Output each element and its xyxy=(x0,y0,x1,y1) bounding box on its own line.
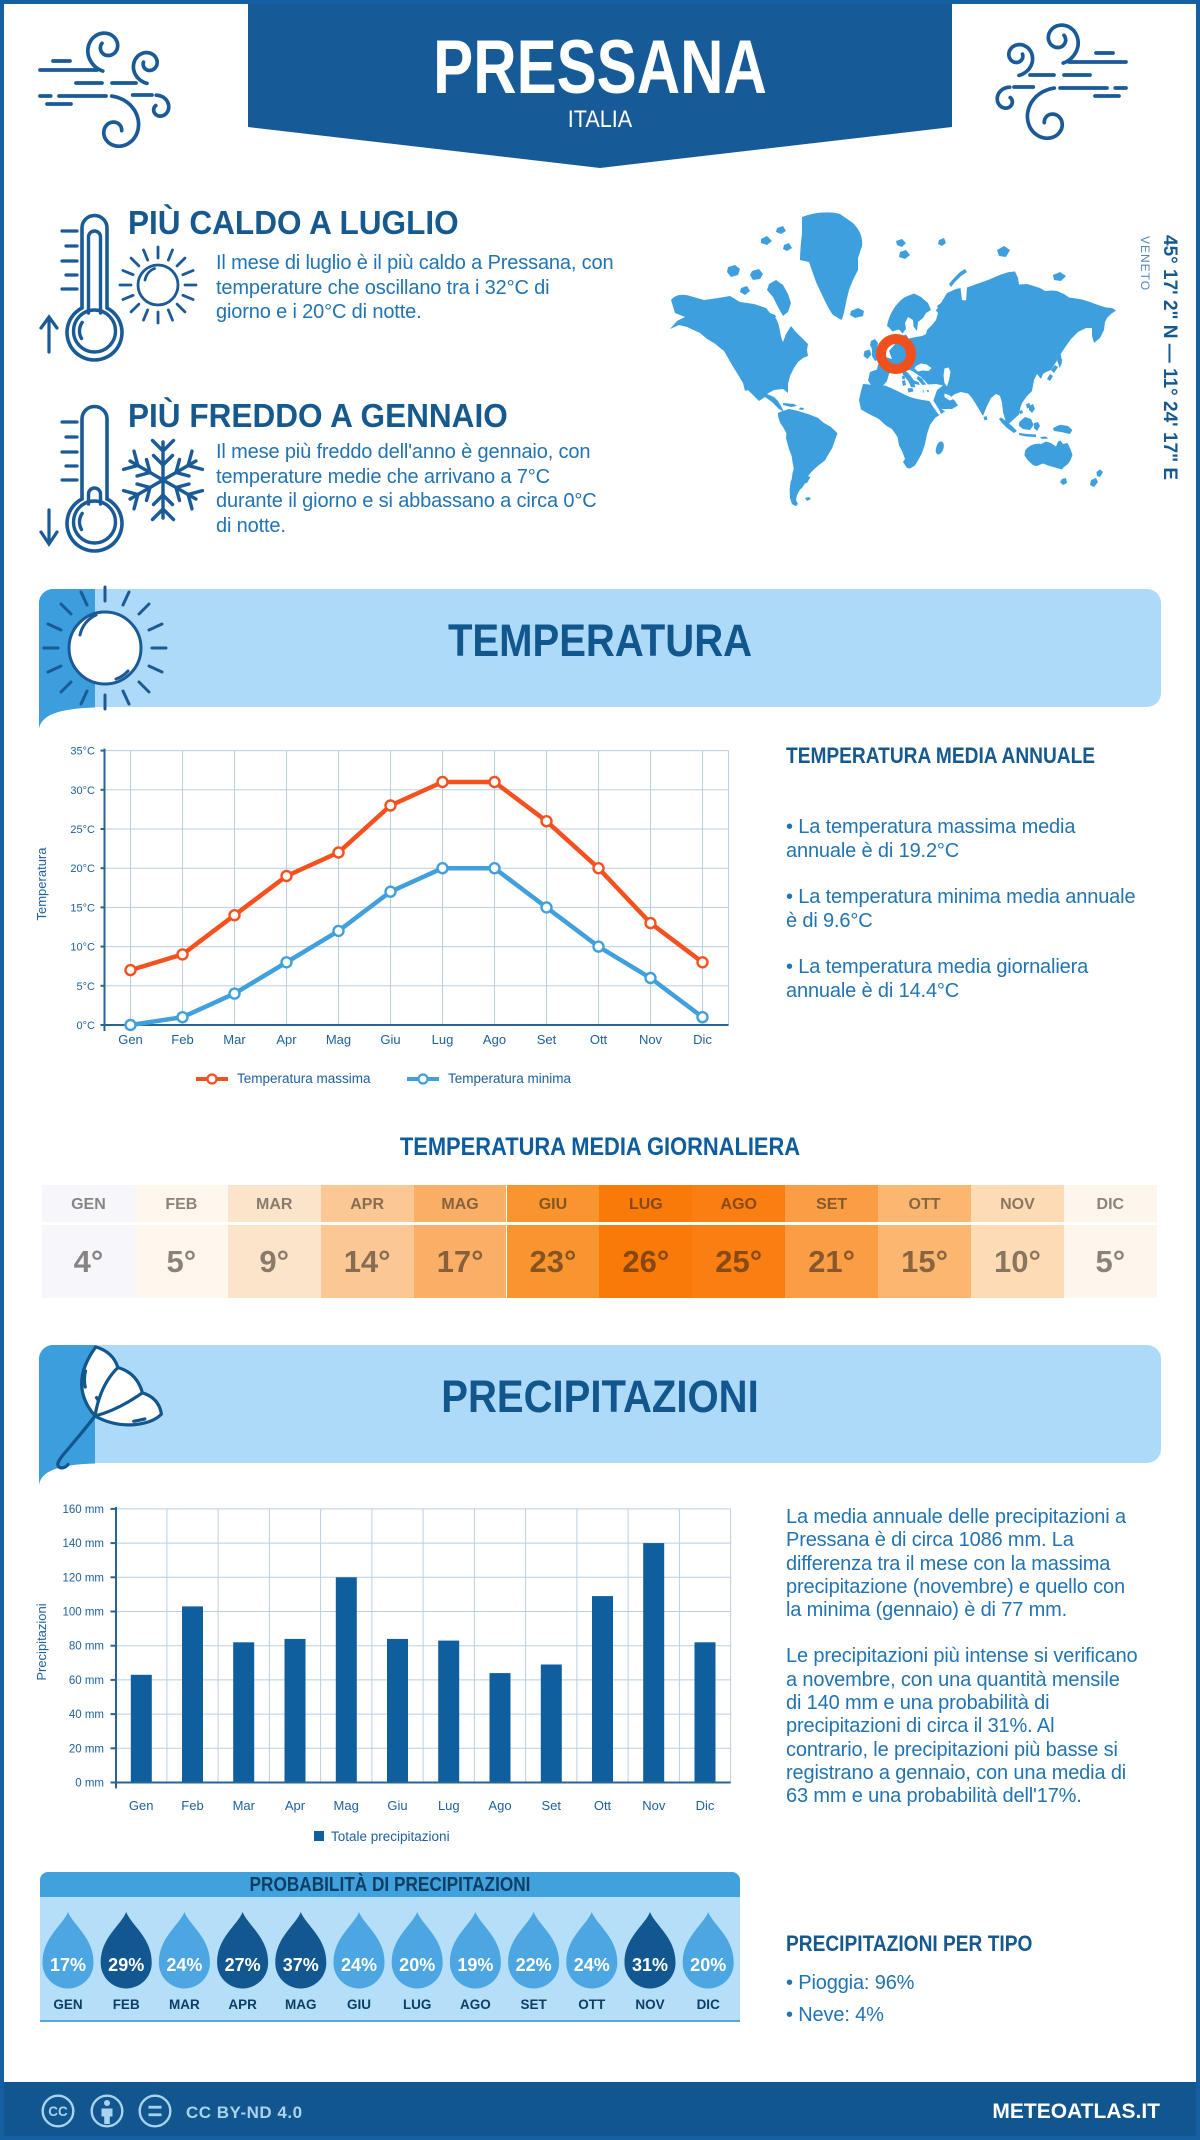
svg-text:Dic: Dic xyxy=(696,1798,715,1813)
svg-text:Mar: Mar xyxy=(223,1032,246,1047)
svg-text:20°C: 20°C xyxy=(70,863,95,875)
svg-text:Ago: Ago xyxy=(483,1032,506,1047)
svg-text:25°C: 25°C xyxy=(70,824,95,836)
svg-text:Mar: Mar xyxy=(233,1798,256,1813)
svg-text:Apr: Apr xyxy=(276,1032,297,1047)
svg-text:APR: APR xyxy=(228,1997,257,2012)
svg-text:Gen: Gen xyxy=(118,1032,143,1047)
svg-text:0°C: 0°C xyxy=(77,1020,96,1032)
svg-text:Giu: Giu xyxy=(387,1798,407,1813)
svg-text:GIU: GIU xyxy=(347,1997,371,2012)
svg-text:Mag: Mag xyxy=(334,1798,359,1813)
svg-text:Set: Set xyxy=(537,1032,557,1047)
svg-text:140 mm: 140 mm xyxy=(62,1538,104,1550)
svg-text:Apr: Apr xyxy=(285,1798,306,1813)
svg-text:MAR: MAR xyxy=(169,1997,200,2012)
svg-text:19%: 19% xyxy=(457,1955,493,1975)
svg-text:Feb: Feb xyxy=(171,1032,193,1047)
svg-text:Nov: Nov xyxy=(639,1032,663,1047)
svg-text:CC: CC xyxy=(48,2104,68,2119)
svg-text:10°C: 10°C xyxy=(70,942,95,954)
svg-text:LUG: LUG xyxy=(403,1997,432,2012)
svg-text:60 mm: 60 mm xyxy=(69,1675,104,1687)
svg-text:Gen: Gen xyxy=(129,1798,154,1813)
svg-text:Lug: Lug xyxy=(432,1032,454,1047)
svg-text:24%: 24% xyxy=(341,1955,377,1975)
svg-text:24%: 24% xyxy=(166,1955,202,1975)
svg-text:31%: 31% xyxy=(632,1955,668,1975)
svg-text:20%: 20% xyxy=(399,1955,435,1975)
svg-text:Set: Set xyxy=(541,1798,561,1813)
svg-text:Totale precipitazioni: Totale precipitazioni xyxy=(331,1829,450,1844)
svg-text:0 mm: 0 mm xyxy=(75,1778,104,1790)
svg-text:Temperatura: Temperatura xyxy=(34,847,49,921)
svg-text:35°C: 35°C xyxy=(70,746,95,758)
svg-text:80 mm: 80 mm xyxy=(69,1641,104,1653)
svg-text:MAG: MAG xyxy=(285,1997,317,2012)
svg-text:Giu: Giu xyxy=(380,1032,400,1047)
svg-text:Mag: Mag xyxy=(326,1032,351,1047)
svg-text:29%: 29% xyxy=(108,1955,144,1975)
svg-text:100 mm: 100 mm xyxy=(62,1607,104,1619)
svg-text:20%: 20% xyxy=(690,1955,726,1975)
svg-text:Temperatura minima: Temperatura minima xyxy=(448,1071,572,1086)
svg-text:160 mm: 160 mm xyxy=(62,1504,104,1516)
svg-text:Temperatura massima: Temperatura massima xyxy=(237,1071,371,1086)
svg-text:24%: 24% xyxy=(574,1955,610,1975)
svg-text:AGO: AGO xyxy=(460,1997,491,2012)
svg-text:15°C: 15°C xyxy=(70,902,95,914)
svg-text:27%: 27% xyxy=(225,1955,261,1975)
svg-text:120 mm: 120 mm xyxy=(62,1572,104,1584)
svg-text:37%: 37% xyxy=(283,1955,319,1975)
svg-text:Feb: Feb xyxy=(181,1798,203,1813)
svg-text:5°C: 5°C xyxy=(77,981,96,993)
svg-text:Ott: Ott xyxy=(590,1032,608,1047)
svg-text:30°C: 30°C xyxy=(70,785,95,797)
svg-text:Lug: Lug xyxy=(438,1798,460,1813)
svg-text:FEB: FEB xyxy=(113,1997,140,2012)
svg-text:Dic: Dic xyxy=(693,1032,712,1047)
svg-text:DIC: DIC xyxy=(697,1997,721,2012)
svg-text:Ott: Ott xyxy=(594,1798,612,1813)
svg-text:GEN: GEN xyxy=(53,1997,82,2012)
svg-text:Precipitazioni: Precipitazioni xyxy=(34,1603,49,1680)
svg-text:40 mm: 40 mm xyxy=(69,1709,104,1721)
svg-text:SET: SET xyxy=(520,1997,547,2012)
svg-text:Ago: Ago xyxy=(488,1798,511,1813)
svg-text:OTT: OTT xyxy=(578,1997,606,2012)
svg-text:20 mm: 20 mm xyxy=(69,1743,104,1755)
svg-text:17%: 17% xyxy=(50,1955,86,1975)
svg-text:22%: 22% xyxy=(516,1955,552,1975)
svg-text:NOV: NOV xyxy=(635,1997,664,2012)
svg-text:Nov: Nov xyxy=(642,1798,666,1813)
